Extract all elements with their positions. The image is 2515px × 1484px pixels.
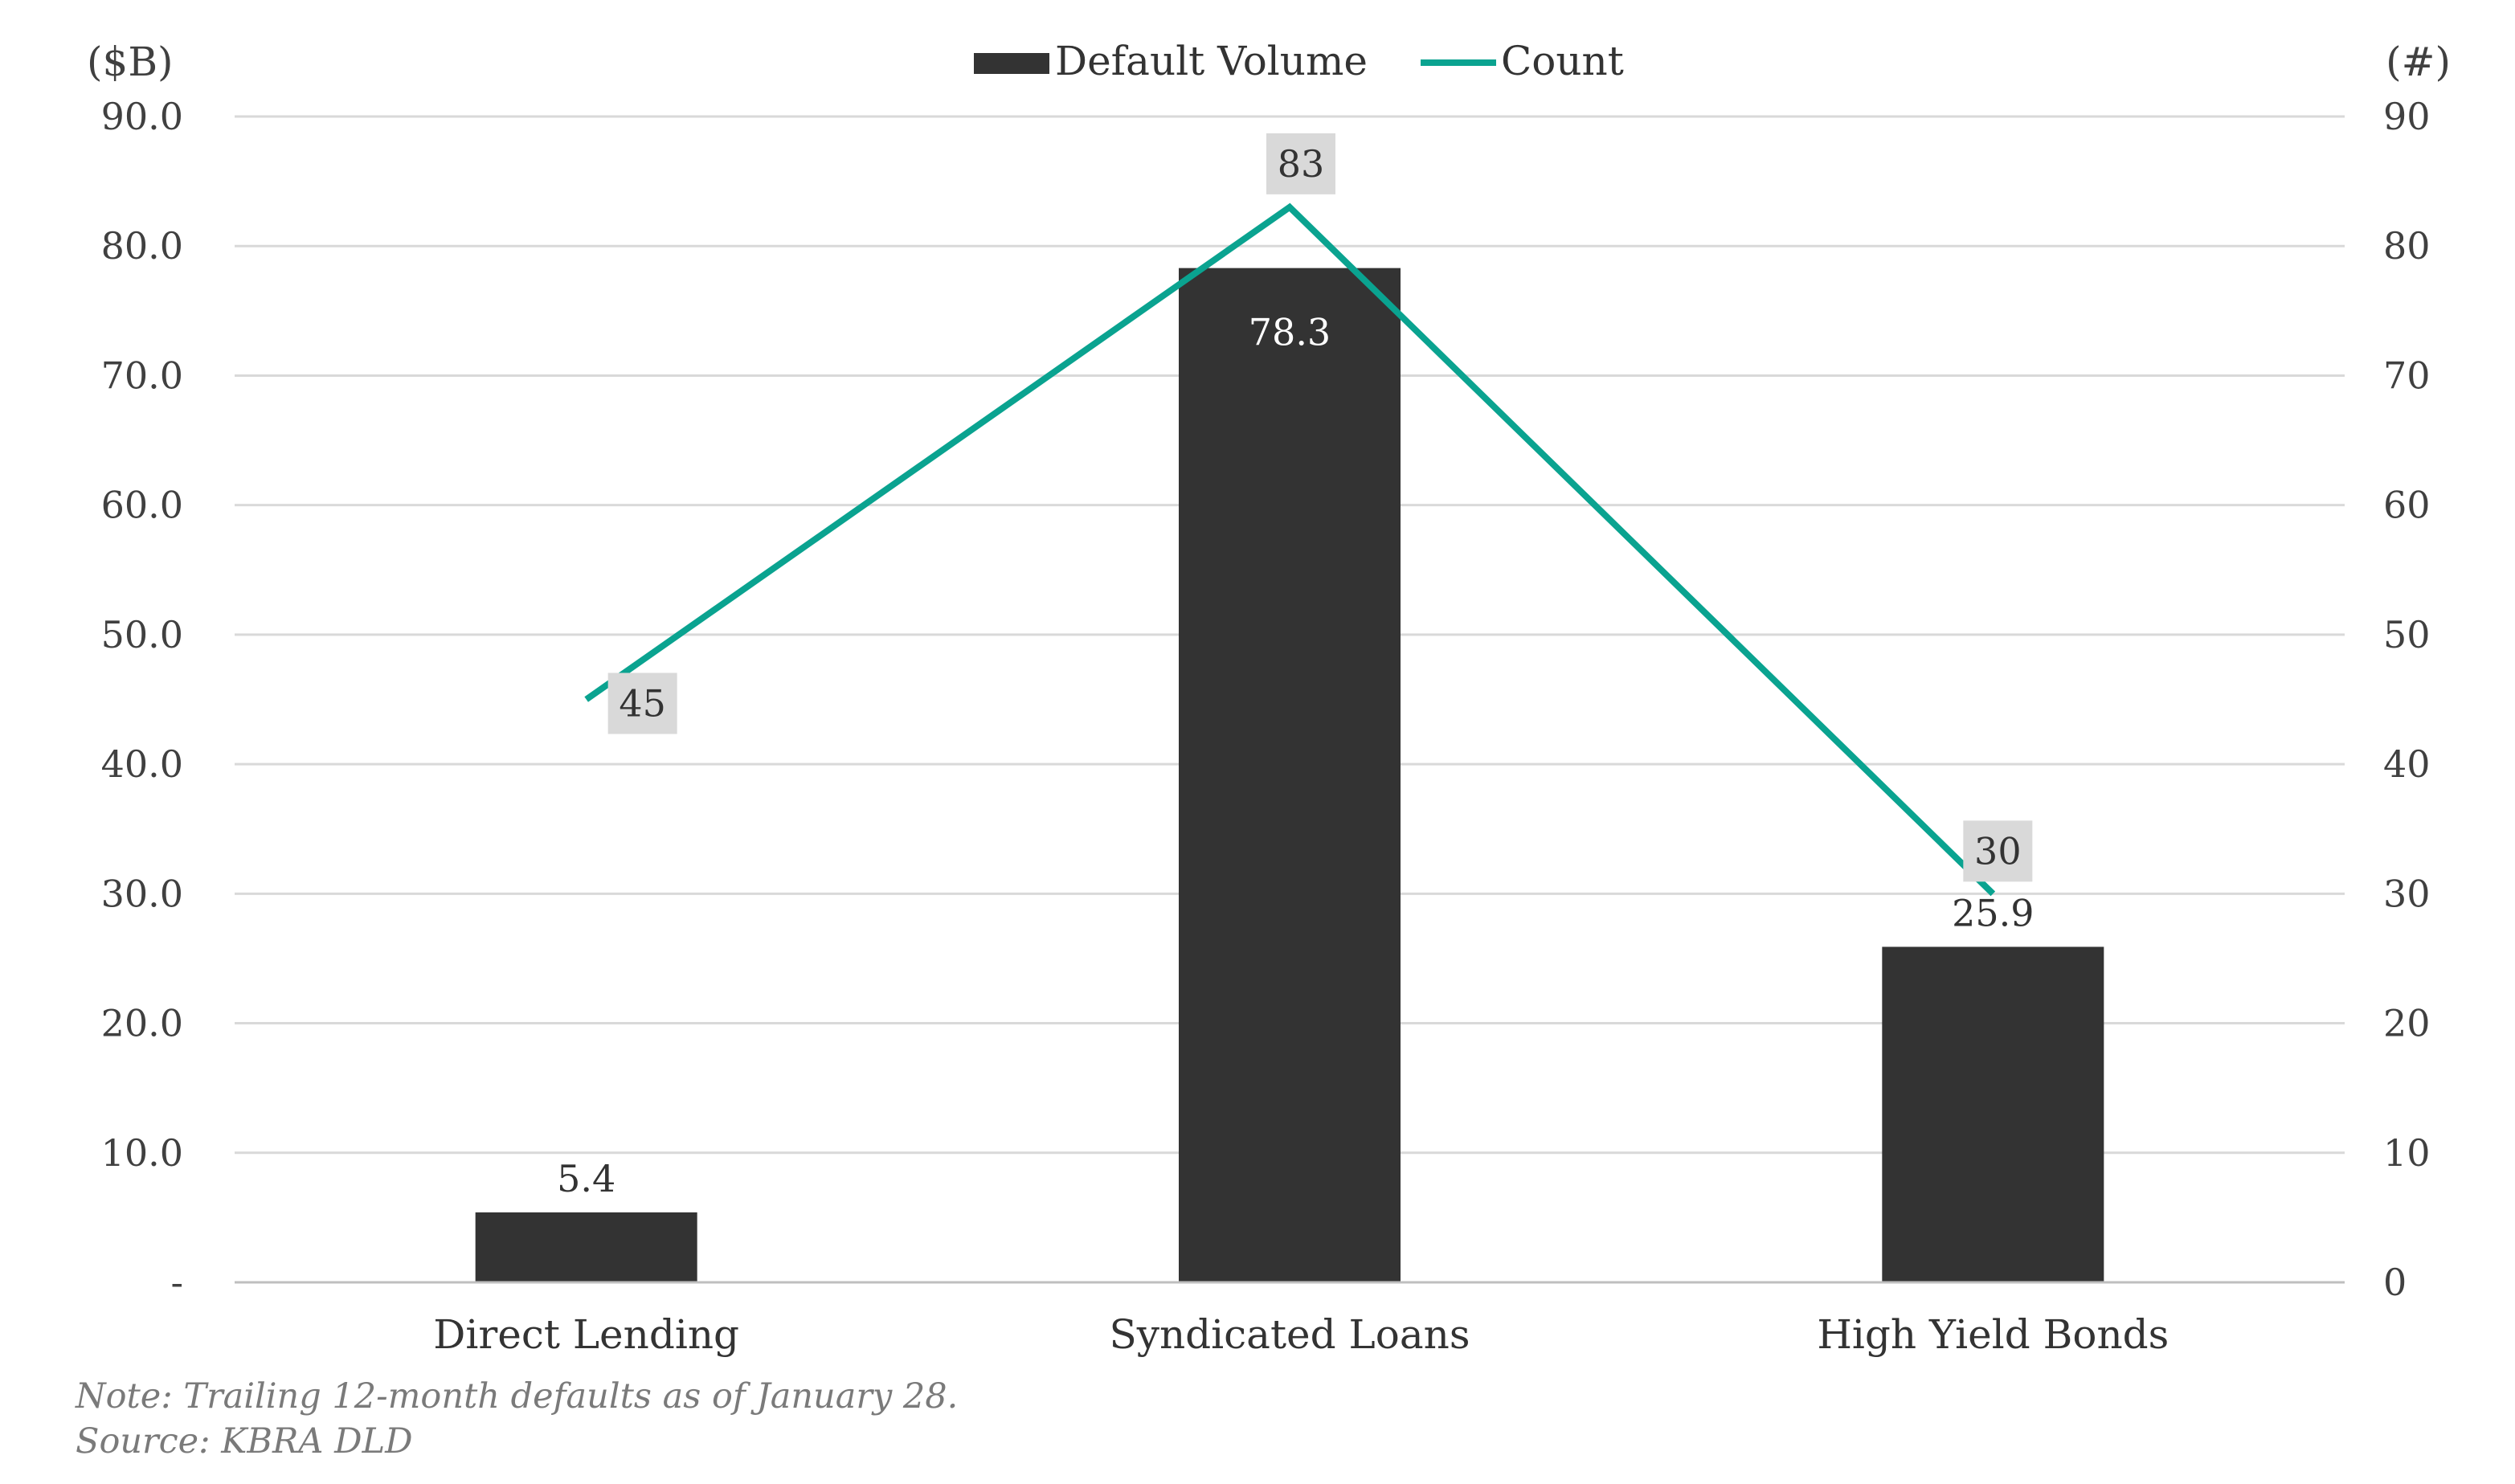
count-value-label: 30 xyxy=(1974,829,2022,873)
right-tick-label: 10 xyxy=(2383,1131,2431,1175)
left-tick-label: 90.0 xyxy=(101,95,183,138)
bar xyxy=(475,1212,697,1282)
left-tick-label: 50.0 xyxy=(101,613,183,656)
count-label-box xyxy=(1963,820,2033,882)
category-label: Direct Lending xyxy=(433,1311,739,1358)
right-tick-label: 0 xyxy=(2383,1261,2407,1304)
right-tick-label: 50 xyxy=(2383,613,2431,656)
chart-note: Note: Trailing 12-month defaults as of J… xyxy=(75,1376,958,1417)
bar xyxy=(1179,268,1401,1282)
axes: - 10.0 20.0 30.0 40.0 50.0 60.0 70.0 80.0 90.0 0 10… xyxy=(101,95,2431,1358)
legend: Default Volume Count xyxy=(974,38,1624,84)
bar-value-label: 5.4 xyxy=(557,1157,615,1200)
left-tick-label: 60.0 xyxy=(101,484,183,527)
left-tick-label: 30.0 xyxy=(101,872,183,915)
count-value-label: 45 xyxy=(619,682,666,726)
right-tick-label: 80 xyxy=(2383,224,2431,268)
category-label: High Yield Bonds xyxy=(1817,1311,2169,1358)
count-label-box xyxy=(1266,133,1335,194)
left-tick-label: 40.0 xyxy=(101,742,183,786)
left-tick-label: 70.0 xyxy=(101,354,183,397)
bar-value-label: 25.9 xyxy=(1952,891,2034,934)
chart-source: Source: KBRA DLD xyxy=(76,1421,413,1462)
right-axis-unit: (#) xyxy=(2386,39,2451,85)
left-axis-unit: ($B) xyxy=(87,39,174,85)
legend-label-default-volume: Default Volume xyxy=(1055,38,1368,84)
right-tick-label: 20 xyxy=(2383,1002,2431,1045)
count-line xyxy=(584,202,1996,897)
bars xyxy=(475,268,2104,1282)
bar-value-label: 78.3 xyxy=(1249,311,1331,354)
left-tick-label: 10.0 xyxy=(101,1131,183,1175)
right-tick-label: 40 xyxy=(2383,742,2431,786)
left-tick-label: 20.0 xyxy=(101,1002,183,1045)
right-tick-label: 60 xyxy=(2383,484,2431,527)
right-tick-label: 70 xyxy=(2383,354,2431,397)
legend-bar-swatch xyxy=(974,53,1049,74)
right-tick-label: 30 xyxy=(2383,872,2431,915)
legend-label-count: Count xyxy=(1501,38,1624,84)
left-tick-label: 80.0 xyxy=(101,224,183,268)
left-tick-label: - xyxy=(170,1261,183,1304)
count-line-path xyxy=(584,202,1996,897)
count-value-label: 83 xyxy=(1278,142,1325,186)
bar xyxy=(1882,946,2104,1282)
right-tick-label: 90 xyxy=(2383,95,2431,138)
category-label: Syndicated Loans xyxy=(1109,1311,1470,1358)
count-label-box xyxy=(607,673,677,734)
data-labels: 5.4 78.3 25.9 45 83 30 xyxy=(557,133,2034,1200)
